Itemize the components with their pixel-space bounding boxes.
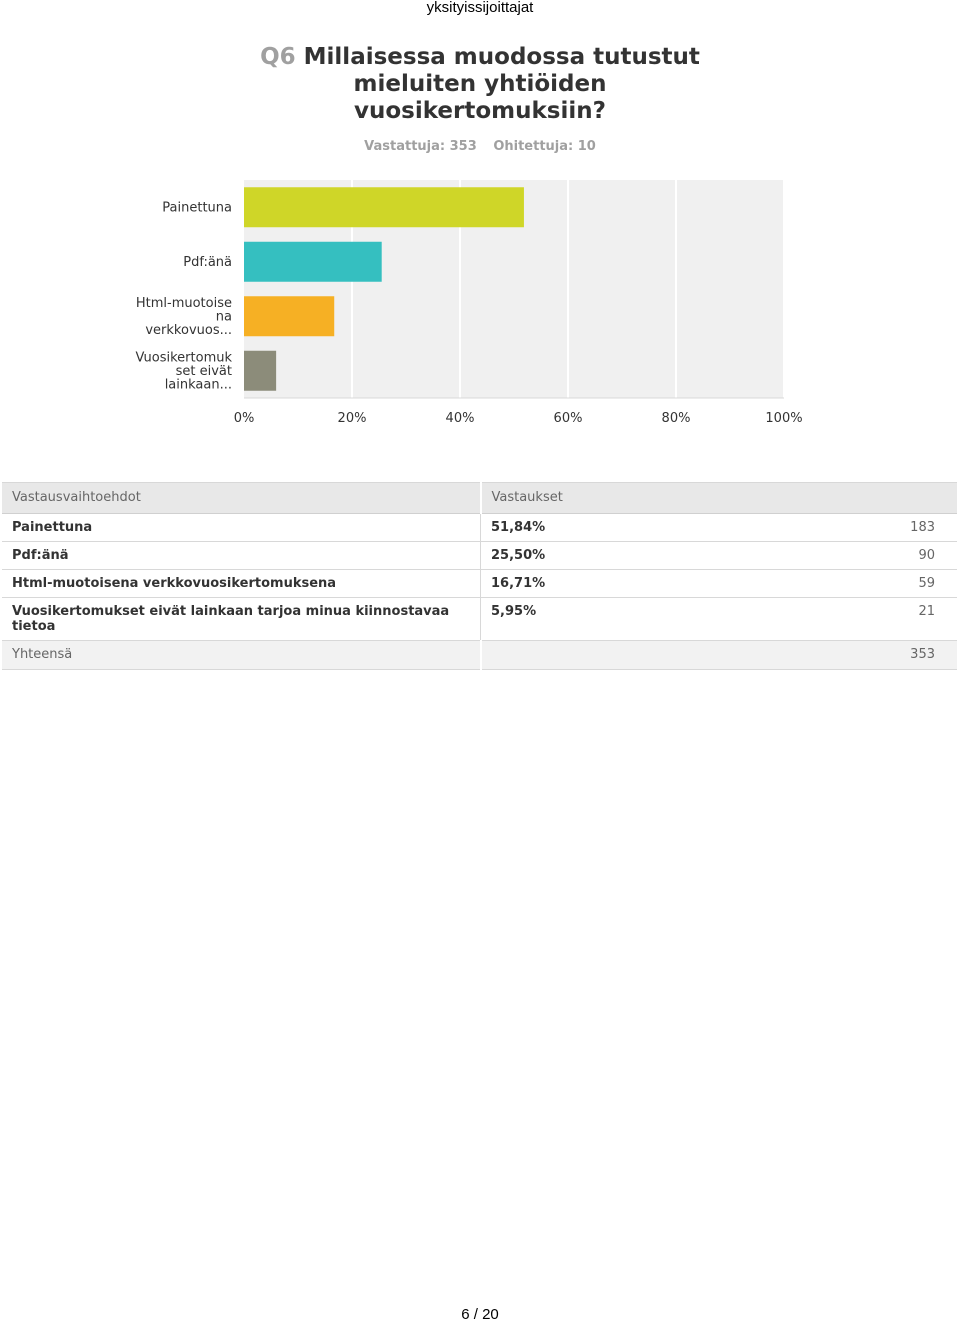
table-row: Pdf:änä 25,50% 90 bbox=[2, 541, 957, 570]
option-percent: 16,71% bbox=[480, 569, 752, 598]
results-table: Vastausvaihtoehdot Vastaukset Painettuna… bbox=[2, 482, 957, 670]
category-label-line: set eivät bbox=[176, 364, 232, 379]
response-stats: Vastattuja: 353 Ohitettuja: 10 bbox=[0, 139, 960, 154]
option-count: 90 bbox=[751, 541, 957, 570]
answered-count: Vastattuja: 353 bbox=[364, 139, 477, 154]
table-row: Vuosikertomukset eivät lainkaan tarjoa m… bbox=[2, 597, 957, 641]
table-row: Html-muotoisena verkkovuosikertomuksena … bbox=[2, 569, 957, 598]
total-label: Yhteensä bbox=[2, 640, 482, 670]
bar bbox=[244, 187, 524, 228]
total-row: Yhteensä 353 bbox=[2, 640, 957, 670]
option-label: Painettuna bbox=[2, 513, 481, 542]
question-number: Q6 bbox=[260, 44, 296, 70]
category-label-line: Vuosikertomuk bbox=[136, 350, 233, 365]
category-label-line: Pdf:änä bbox=[183, 255, 232, 270]
option-label: Pdf:änä bbox=[2, 541, 481, 570]
page-header: yksityissijoittajat bbox=[426, 0, 534, 16]
option-percent: 51,84% bbox=[480, 513, 752, 542]
total-spacer bbox=[480, 640, 752, 670]
x-tick-label: 20% bbox=[338, 411, 367, 426]
category-label-line: lainkaan... bbox=[165, 377, 232, 392]
category-label-line: Painettuna bbox=[162, 200, 232, 215]
x-tick-label: 0% bbox=[234, 411, 255, 426]
x-tick-label: 40% bbox=[446, 411, 475, 426]
x-tick-label: 60% bbox=[554, 411, 583, 426]
question-text: Millaisessa muodossa tutustut mieluiten … bbox=[303, 44, 700, 124]
skipped-count: Ohitettuja: 10 bbox=[493, 139, 596, 154]
category-label-line: verkkovuos... bbox=[145, 323, 232, 338]
table-header-row: Vastausvaihtoehdot Vastaukset bbox=[2, 482, 957, 514]
table-row: Painettuna 51,84% 183 bbox=[2, 513, 957, 542]
option-count: 183 bbox=[751, 513, 957, 542]
category-label-line: na bbox=[216, 309, 232, 324]
category-label-line: Html-muotoise bbox=[136, 296, 232, 311]
bar bbox=[244, 350, 277, 391]
x-tick-label: 80% bbox=[662, 411, 691, 426]
page-number: 6 / 20 bbox=[461, 1306, 499, 1323]
category-label: Html-muotoise na verkkovuos... bbox=[136, 296, 232, 338]
options-header: Vastausvaihtoehdot bbox=[2, 482, 482, 514]
category-label: Painettuna bbox=[162, 200, 232, 215]
bar-chart: 0% 20% 40% 60% 80% 100% Painettuna Pdf:änä Html-… bbox=[0, 170, 960, 440]
option-count: 59 bbox=[751, 569, 957, 598]
total-count: 353 bbox=[751, 640, 957, 670]
bar-chart-svg: 0% 20% 40% 60% 80% 100% Painettuna Pdf:änä Html-… bbox=[136, 180, 803, 426]
option-percent: 25,50% bbox=[480, 541, 752, 570]
bar bbox=[244, 296, 335, 337]
bar bbox=[244, 241, 382, 282]
category-label: Vuosikertomuk set eivät lainkaan... bbox=[136, 350, 233, 392]
option-count: 21 bbox=[751, 597, 957, 641]
responses-header: Vastaukset bbox=[480, 482, 957, 514]
question-title: Q6 Millaisessa muodossa tutustut mieluit… bbox=[240, 44, 720, 125]
option-label: Html-muotoisena verkkovuosikertomuksena bbox=[2, 569, 481, 598]
x-tick-label: 100% bbox=[765, 411, 802, 426]
option-label: Vuosikertomukset eivät lainkaan tarjoa m… bbox=[2, 597, 481, 641]
category-label: Pdf:änä bbox=[183, 255, 232, 270]
option-percent: 5,95% bbox=[480, 597, 752, 641]
